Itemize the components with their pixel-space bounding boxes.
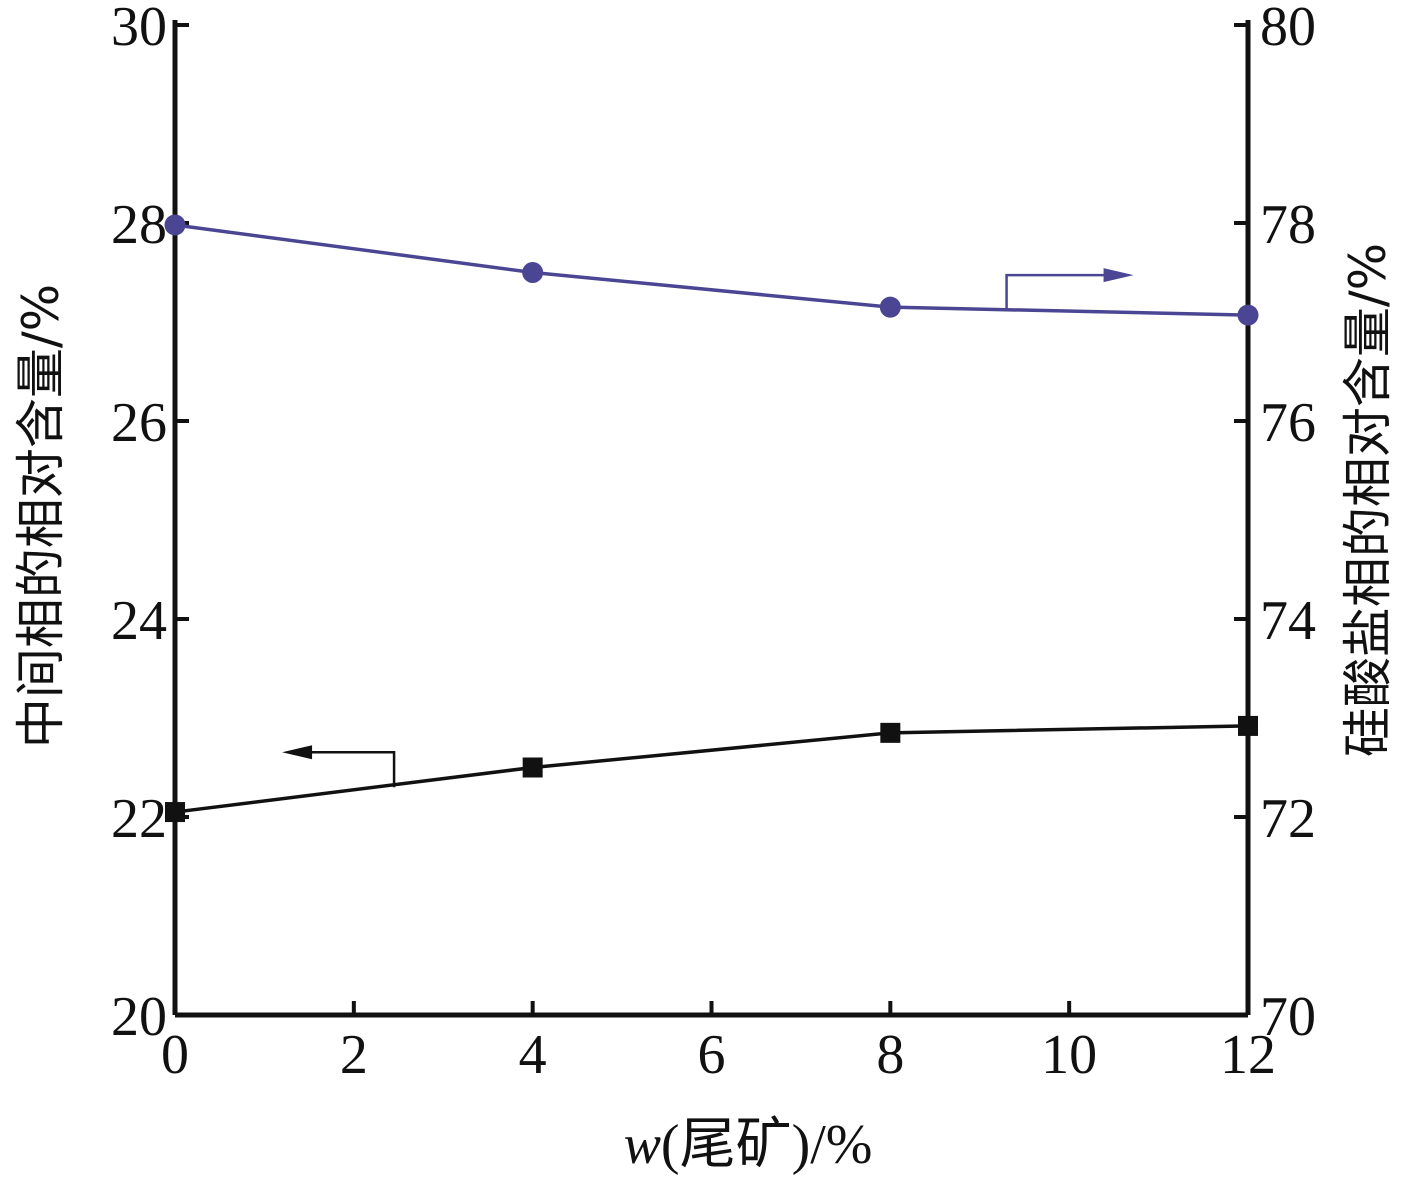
right-y-tick-label: 80 — [1260, 0, 1316, 58]
series-line-right — [174, 223, 1249, 317]
left-y-axis-label: 中间相的相对含量/% — [12, 284, 70, 748]
x-tick-label: 6 — [698, 1024, 726, 1086]
x-axis-label-variable: w — [624, 1114, 661, 1176]
x-tick-label: 10 — [1041, 1024, 1097, 1086]
indicator-line — [1005, 273, 1107, 311]
left-y-tick-label: 30 — [111, 0, 167, 58]
left-y-tick-label: 26 — [111, 392, 167, 454]
right-y-ticks: 70 72 74 76 78 80 — [1234, 0, 1316, 1048]
x-ticks: 0 2 4 6 8 10 12 — [161, 1001, 1276, 1086]
data-point-square — [1238, 715, 1258, 736]
x-tick-label: 4 — [519, 1024, 547, 1086]
series-layer — [164, 214, 1259, 823]
left-y-ticks: 20 22 24 26 28 30 — [111, 0, 189, 1048]
x-tick-label: 8 — [876, 1024, 904, 1086]
right-y-axis-label: 硅酸盐相的相对含量/% — [1339, 243, 1397, 757]
x-axis-label: w(尾矿)/% — [624, 1114, 873, 1176]
indicator-line — [309, 751, 396, 788]
data-point-circle — [164, 214, 186, 236]
data-point-circle — [879, 296, 901, 318]
left-y-tick-label: 28 — [111, 194, 167, 256]
right-y-tick-label: 72 — [1260, 788, 1316, 850]
indicator-arrowhead — [1103, 268, 1134, 283]
x-tick-label: 0 — [161, 1024, 189, 1086]
axes-frame — [172, 20, 1251, 1018]
indicator-arrowhead — [282, 745, 313, 760]
series-line-left — [174, 724, 1249, 814]
right-y-tick-label: 78 — [1260, 194, 1316, 256]
data-point-circle — [522, 262, 544, 283]
right-y-tick-label: 76 — [1260, 392, 1316, 454]
right-y-tick-label: 70 — [1260, 986, 1316, 1048]
left-y-tick-label: 24 — [111, 590, 167, 652]
axis-indicator-arrow-right — [1005, 268, 1134, 311]
data-point-square — [522, 757, 543, 778]
right-y-tick-label: 74 — [1260, 590, 1316, 652]
left-y-tick-label: 20 — [111, 986, 167, 1048]
data-point-square — [165, 802, 185, 823]
data-point-circle — [1237, 304, 1259, 326]
x-tick-label: 2 — [340, 1024, 368, 1086]
x-tick-label: 12 — [1220, 1024, 1276, 1086]
axis-indicator-arrow-left — [282, 745, 396, 788]
x-axis-label-rest: (尾矿)/% — [661, 1114, 873, 1176]
left-y-tick-label: 22 — [111, 788, 167, 850]
data-point-square — [880, 722, 901, 743]
